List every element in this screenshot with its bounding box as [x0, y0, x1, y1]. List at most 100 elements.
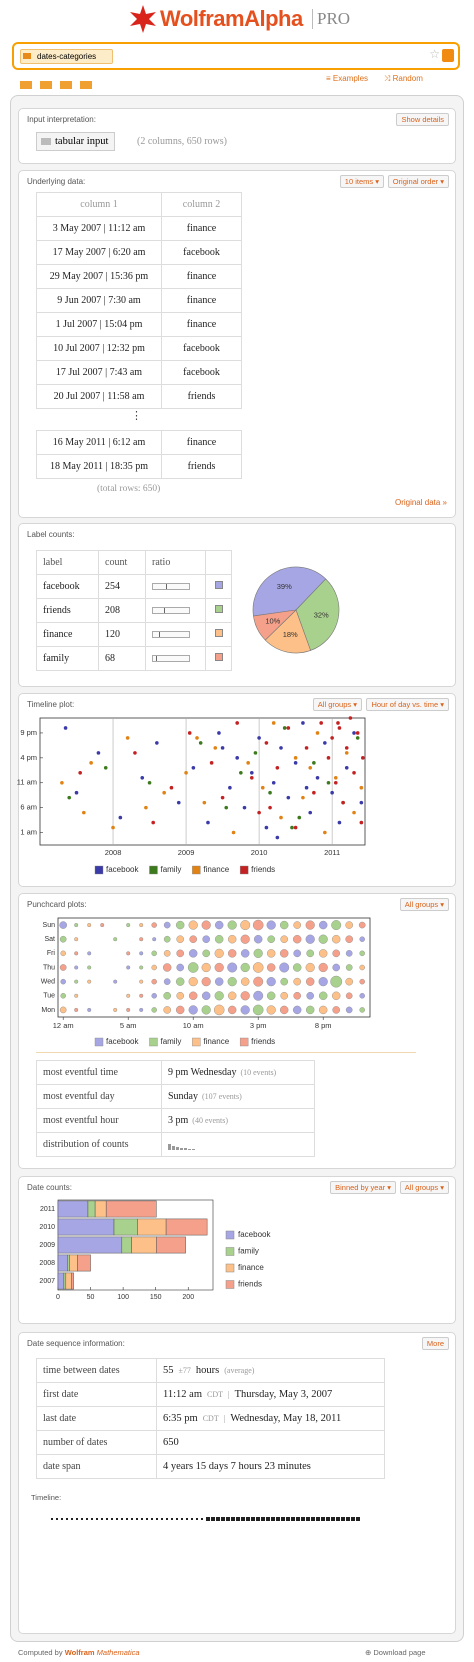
stats-table: most eventful time 9 pm Wednesday (10 even…: [36, 1060, 315, 1157]
table-cell: [205, 550, 232, 575]
timeline-tick: [271, 1517, 275, 1521]
table-cell: Sunday (107 events): [161, 1084, 315, 1109]
table-cell: finance: [36, 622, 99, 647]
timeline-tick: [176, 1518, 178, 1520]
table-cell: friends: [161, 454, 242, 479]
table-cell: 17 Jul 2007 | 7:43 am: [36, 360, 162, 385]
table-cell: column 2: [161, 192, 242, 217]
timeline-tick: [61, 1518, 63, 1520]
cell-text: 6:35 pm: [163, 1413, 198, 1424]
table-cell: [145, 598, 206, 623]
timeline-tick: [201, 1518, 203, 1520]
timeline-tick: [91, 1518, 93, 1520]
table-cell: [205, 598, 232, 623]
pod-button[interactable]: Show details: [396, 113, 449, 126]
sequence-table: time between dates 55 ±77 hours (average) fir…: [36, 1358, 385, 1479]
timeline-tick: [51, 1518, 53, 1520]
submit-button[interactable]: [442, 49, 454, 62]
table-row: first date 11:12 am CDT | Thursday, May 3, 2…: [36, 1382, 385, 1407]
timeline-tick: [321, 1517, 325, 1521]
timeline-tick: [86, 1518, 88, 1520]
cell-text: 20 Jul 2007 | 11:58 am: [53, 391, 145, 402]
random-text: Random: [392, 74, 423, 83]
cell-text: column 1: [80, 199, 118, 210]
cell-text: distribution of counts: [43, 1139, 129, 1150]
timeline-tick: [116, 1518, 118, 1520]
timeline-tick: [226, 1517, 230, 1521]
table-row: 17 May 2007 | 6:20 am facebook: [36, 240, 242, 265]
random-link[interactable]: ⤨ Random: [384, 74, 423, 83]
cell-text: |: [227, 1390, 230, 1399]
pod-button[interactable]: All groups ▾: [312, 698, 362, 711]
cell-text: ratio: [152, 557, 171, 568]
cell-text: family: [43, 653, 70, 664]
timeline-tick: [211, 1517, 215, 1521]
pod-button[interactable]: All groups ▾: [399, 898, 449, 911]
timeline-tick: [106, 1518, 108, 1520]
table-row: number of dates 650: [36, 1430, 385, 1455]
edition: PRO: [312, 9, 350, 29]
pod-button[interactable]: Hour of day vs. time ▾: [366, 698, 449, 711]
table-row: 10 Jul 2007 | 12:32 pm facebook: [36, 336, 242, 361]
table-cell: 17 May 2007 | 6:20 am: [36, 240, 162, 265]
table-row: 17 Jul 2007 | 7:43 am facebook: [36, 360, 242, 385]
label-swatch: [214, 605, 223, 613]
cell-text: friends: [187, 461, 216, 472]
pod-title: Underlying data:: [27, 177, 86, 186]
cell-text: Thursday, May 3, 2007: [234, 1389, 333, 1400]
cell-text: |: [223, 1414, 226, 1423]
table-row: last date 6:35 pm CDT | Wednesday, May 18, 2…: [36, 1406, 385, 1431]
timeline-tick: [331, 1517, 335, 1521]
timeline-tick: [241, 1517, 245, 1521]
table-cell: first date: [36, 1382, 157, 1407]
table-cell: facebook: [36, 574, 99, 599]
pod-button[interactable]: All groups ▾: [399, 1181, 449, 1194]
table-cell: most eventful hour: [36, 1108, 162, 1133]
brand: Wolfram: [64, 1648, 95, 1657]
timeline-tick: [166, 1518, 168, 1520]
download-link[interactable]: ⊕ Download page: [365, 1648, 426, 1657]
query-chip[interactable]: dates-categories: [20, 49, 114, 64]
pod-button[interactable]: 10 items ▾: [339, 175, 384, 188]
pod-button[interactable]: More: [421, 1337, 449, 1350]
examples-link[interactable]: ≡ Examples: [326, 74, 369, 83]
table-row: date span 4 years 15 days 7 hours 23 minu…: [36, 1454, 385, 1479]
pod-button[interactable]: Original order ▾: [387, 175, 449, 188]
cell-text: 9 pm Wednesday: [168, 1067, 237, 1078]
histogram-bar: [192, 1149, 195, 1150]
table-cell: [145, 574, 206, 599]
table-row: distribution of counts: [36, 1132, 315, 1157]
table-cell: number of dates: [36, 1430, 157, 1455]
timeline-tick: [126, 1518, 128, 1520]
cell-text: Wednesday, May 18, 2011: [230, 1413, 342, 1424]
cell-text: finance: [43, 629, 73, 640]
table-row: finance 120: [36, 622, 232, 647]
star-icon[interactable]: ☆: [429, 47, 440, 61]
timeline-tick: [246, 1517, 250, 1521]
cell-text: first date: [43, 1389, 79, 1400]
cell-text: 4 years 15 days 7 hours 23 minutes: [163, 1461, 311, 1472]
table-cell: 16 May 2011 | 6:12 am: [36, 430, 162, 455]
pod-title: Date sequence information:: [27, 1339, 125, 1348]
pod: Punchcard plots: All groups ▾ most eventfu…: [18, 893, 456, 1169]
cell-text: hours: [195, 1365, 220, 1376]
table-row: column 1 column 2: [36, 192, 242, 217]
table-row: most eventful time 9 pm Wednesday (10 even…: [36, 1060, 315, 1085]
timeline-tick: [136, 1518, 138, 1520]
table-cell: 18 May 2011 | 18:35 pm: [36, 454, 162, 479]
histogram-bar: [176, 1147, 179, 1150]
pod-button[interactable]: Binned by year ▾: [330, 1181, 396, 1194]
cell-text: ±77: [178, 1366, 191, 1375]
original-data-link[interactable]: Original data »: [394, 498, 447, 507]
table-cell: most eventful day: [36, 1084, 162, 1109]
ratio-fill: [153, 656, 157, 661]
histogram-bar: [180, 1148, 183, 1150]
table-cell: 208: [98, 598, 146, 623]
table-cell: facebook: [161, 336, 242, 361]
table-row: 20 Jul 2007 | 11:58 am friends: [36, 384, 242, 409]
table-row: time between dates 55 ±77 hours (average): [36, 1358, 385, 1383]
table-row: 18 May 2011 | 18:35 pm friends: [36, 454, 242, 479]
search-box[interactable]: dates-categories ☆: [12, 42, 460, 70]
table-cell: 20 Jul 2007 | 11:58 am: [36, 384, 162, 409]
timeline-strip: [51, 1517, 361, 1521]
